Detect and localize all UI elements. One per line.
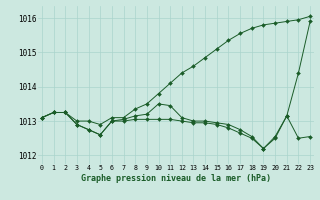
X-axis label: Graphe pression niveau de la mer (hPa): Graphe pression niveau de la mer (hPa): [81, 174, 271, 183]
